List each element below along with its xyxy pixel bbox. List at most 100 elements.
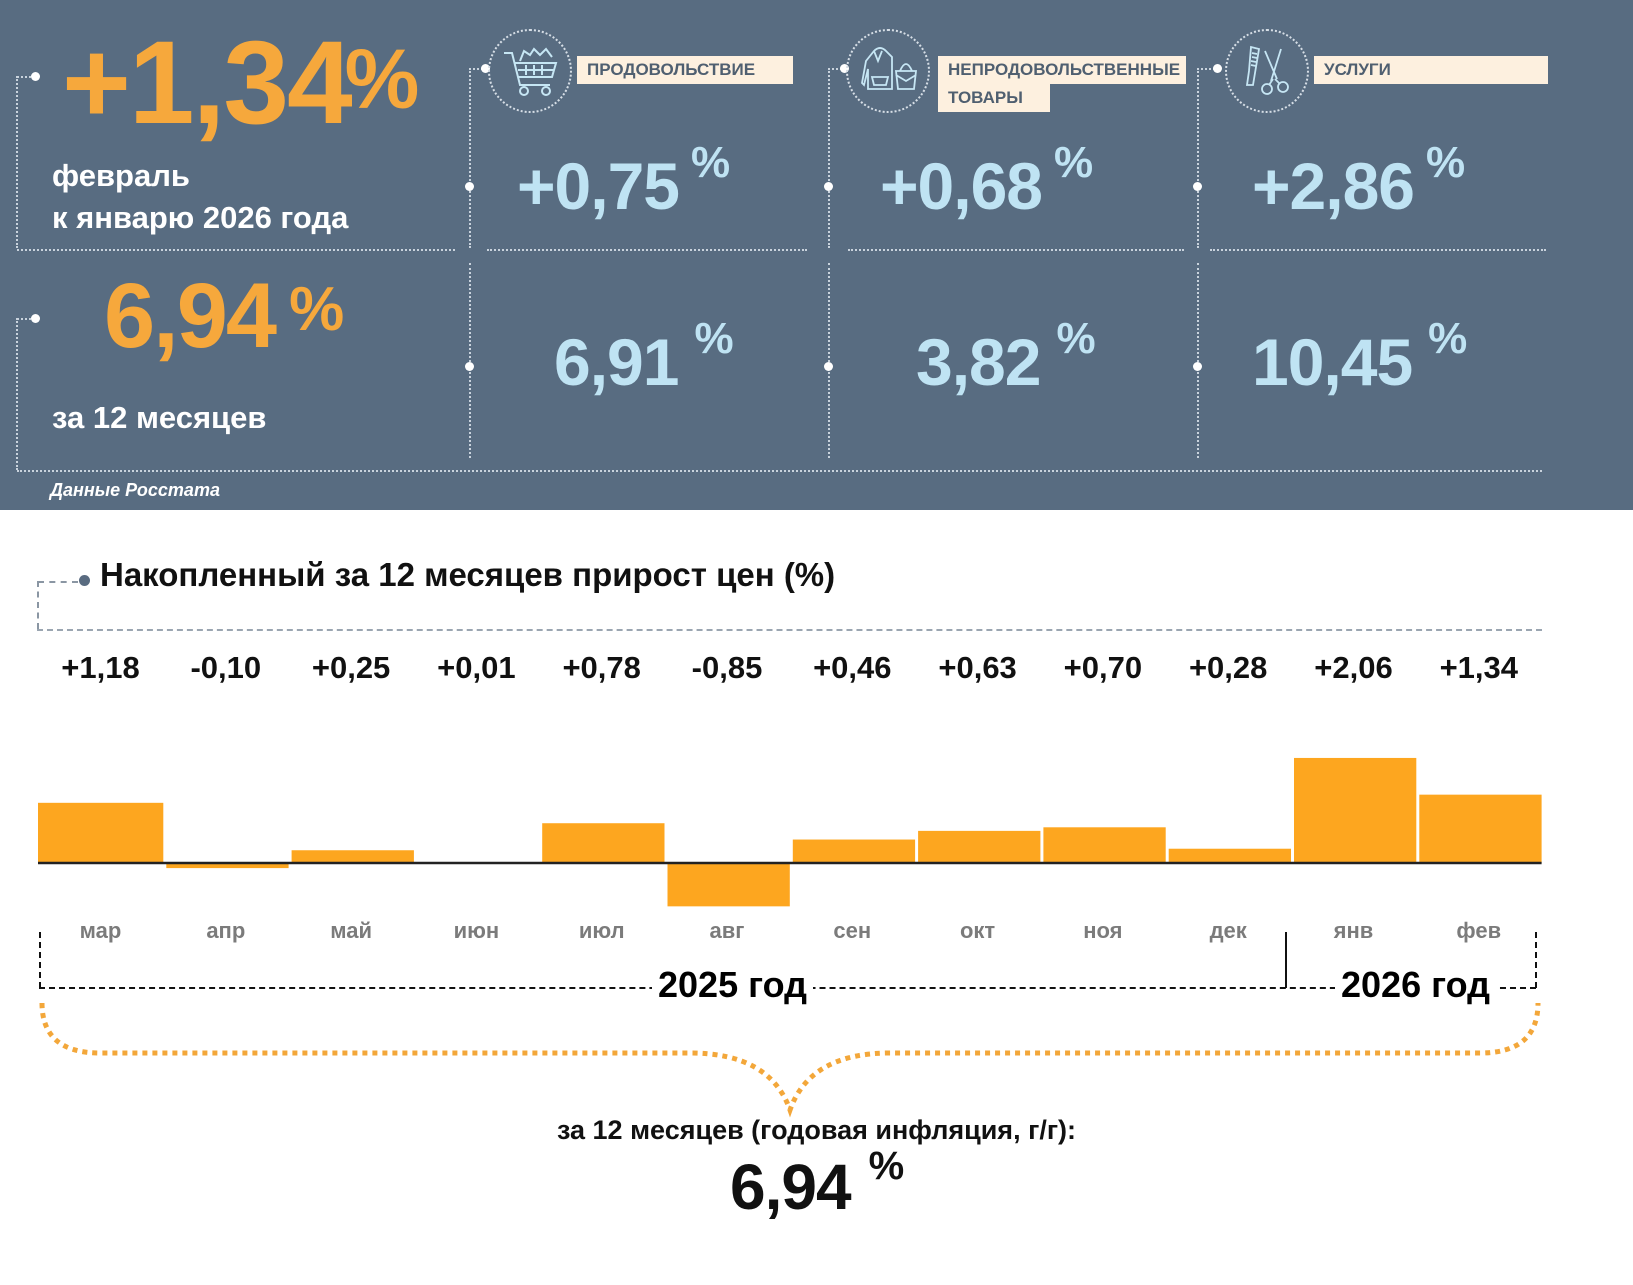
title-bullet-dot bbox=[79, 575, 90, 586]
connector-line bbox=[17, 76, 35, 78]
curly-brace bbox=[39, 1002, 1541, 1118]
monthly-label-line2: к январю 2026 года bbox=[52, 200, 349, 235]
food-monthly-value: +0,75% bbox=[517, 138, 730, 224]
percent-sign: % bbox=[1056, 314, 1095, 363]
chart-title: Накопленный за 12 месяцев прирост цен (%… bbox=[100, 556, 836, 593]
month-label-май: май bbox=[330, 918, 372, 943]
month-label-июн: июн bbox=[453, 918, 500, 943]
month-label-янв: янв bbox=[1333, 918, 1374, 943]
percent-sign: % bbox=[694, 314, 733, 363]
bar-июл bbox=[542, 823, 665, 863]
connector-line bbox=[16, 76, 18, 248]
shopping-cart-icon bbox=[504, 47, 558, 96]
value-label-июл: +0,78 bbox=[562, 650, 641, 685]
bar-апр bbox=[166, 863, 289, 869]
percent-sign: % bbox=[691, 138, 730, 187]
annual-inflation-number: 6,94 bbox=[104, 265, 277, 367]
curly-brace-path bbox=[39, 1002, 1541, 1118]
connector-dot bbox=[1193, 362, 1202, 371]
divider-line bbox=[1197, 263, 1199, 458]
clothing-bag-icon bbox=[861, 47, 918, 90]
nonfood-annual-value: 3,82% bbox=[916, 314, 1096, 400]
connector-line bbox=[828, 68, 830, 248]
percent-sign: % bbox=[1054, 138, 1093, 187]
month-label-фев: фев bbox=[1456, 918, 1502, 943]
connector-line bbox=[469, 68, 487, 70]
month-label-сен: сен bbox=[833, 918, 872, 943]
year-label-2025: 2025 год bbox=[652, 964, 813, 1006]
month-label-апр: апр bbox=[206, 918, 246, 943]
percent-sign: % bbox=[1426, 138, 1465, 187]
year-label-2026: 2026 год bbox=[1335, 964, 1496, 1006]
annual-inflation-value: 6,94% bbox=[104, 265, 344, 367]
bar-ноя bbox=[1043, 827, 1166, 863]
annual-inflation-total: 6,94% bbox=[730, 1144, 904, 1224]
monthly-inflation-label: февраль к январю 2026 года bbox=[52, 155, 348, 239]
year-bracket-right bbox=[1535, 932, 1537, 988]
food-annual-value: 6,91% bbox=[554, 314, 734, 400]
value-label-мар: +1,18 bbox=[61, 650, 140, 685]
title-connector-line bbox=[38, 581, 78, 583]
connector-line bbox=[828, 68, 846, 70]
divider-line bbox=[487, 249, 807, 251]
annual-inflation-total-number: 6,94 bbox=[730, 1151, 852, 1223]
year-bracket-left bbox=[39, 932, 41, 988]
connector-line bbox=[1197, 68, 1219, 70]
services-annual-value: 10,45% bbox=[1252, 314, 1467, 400]
percent-sign: % bbox=[344, 32, 420, 126]
annual-inflation-caption: за 12 месяцев (годовая инфляция, г/г): bbox=[556, 1115, 1077, 1145]
value-label-дек: +0,28 bbox=[1188, 650, 1268, 685]
divider-line bbox=[469, 263, 471, 458]
connector-dot bbox=[824, 182, 833, 191]
connector-line bbox=[1197, 68, 1199, 248]
nonfood-monthly-number: +0,68 bbox=[880, 149, 1043, 223]
connector-dot bbox=[465, 182, 474, 191]
value-label-янв: +2,06 bbox=[1314, 650, 1393, 685]
value-label-авг: -0,85 bbox=[691, 650, 763, 685]
category-name-line2: ТОВАРЫ bbox=[948, 88, 1023, 107]
connector-line bbox=[16, 318, 18, 470]
value-label-окт: +0,63 bbox=[938, 650, 1017, 685]
title-connector-line bbox=[37, 581, 39, 629]
comb-scissors-icon bbox=[1245, 45, 1289, 95]
category-badge-services: УСЛУГИ bbox=[1314, 56, 1548, 84]
bar-дек bbox=[1168, 848, 1291, 863]
data-source-note: Данные Росстата bbox=[50, 480, 220, 500]
month-label-окт: окт bbox=[959, 918, 996, 943]
services-monthly-value: +2,86% bbox=[1252, 138, 1465, 224]
connector-dot bbox=[465, 362, 474, 371]
bar-фев bbox=[1419, 794, 1542, 863]
bar-окт bbox=[918, 830, 1041, 863]
monthly-inflation-number: +1,34 bbox=[62, 17, 353, 149]
nonfood-icon-circle bbox=[846, 29, 930, 113]
nonfood-monthly-value: +0,68% bbox=[880, 138, 1093, 224]
food-icon-circle bbox=[488, 29, 572, 113]
value-label-май: +0,25 bbox=[311, 650, 391, 685]
connector-dot bbox=[1193, 182, 1202, 191]
nonfood-annual-number: 3,82 bbox=[916, 325, 1041, 399]
value-label-ноя: +0,70 bbox=[1063, 650, 1143, 685]
connector-dot bbox=[1213, 64, 1222, 73]
divider-line bbox=[848, 249, 1184, 251]
food-monthly-number: +0,75 bbox=[517, 149, 680, 223]
value-label-сен: +0,46 bbox=[813, 650, 892, 685]
value-label-апр: -0,10 bbox=[190, 650, 262, 685]
value-label-июн: +0,01 bbox=[437, 650, 516, 685]
value-label-фев: +1,34 bbox=[1439, 650, 1519, 685]
category-name-line1: НЕПРОДОВОЛЬСТВЕННЫЕ bbox=[948, 60, 1181, 79]
bar-сен bbox=[792, 839, 916, 863]
percent-sign: % bbox=[868, 1144, 905, 1188]
title-divider-line bbox=[37, 629, 1542, 631]
bar-янв bbox=[1294, 757, 1417, 863]
bar-chart bbox=[38, 757, 1542, 907]
annual-inflation-label: за 12 месяцев bbox=[52, 400, 267, 435]
divider-line bbox=[828, 263, 830, 458]
month-label-мар: мар bbox=[79, 918, 122, 943]
bar-май bbox=[291, 850, 414, 863]
connector-line bbox=[17, 318, 35, 320]
connector-dot bbox=[824, 362, 833, 371]
divider-line bbox=[1210, 249, 1546, 251]
connector-dot bbox=[31, 314, 40, 323]
month-label-ноя: ноя bbox=[1083, 918, 1123, 943]
category-badge-nonfood: НЕПРОДОВОЛЬСТВЕННЫЕ bbox=[938, 56, 1186, 84]
